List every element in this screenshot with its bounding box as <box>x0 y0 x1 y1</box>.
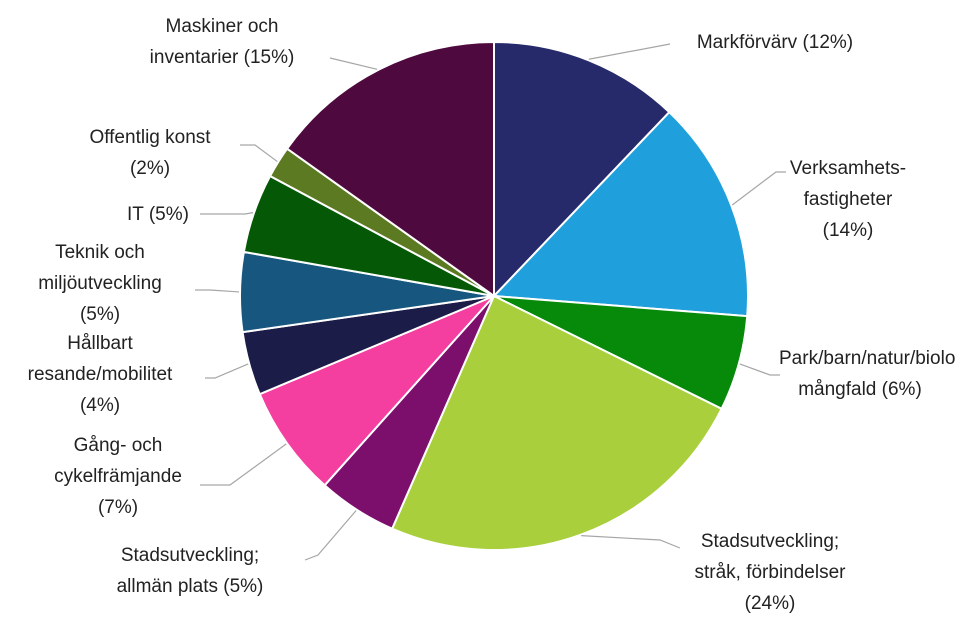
slice-label: Maskiner och inventarier (15%) <box>136 11 308 73</box>
pie-slice <box>258 295 495 487</box>
slice-label: IT (5%) <box>108 199 208 230</box>
category-label: Park/barn/natur/biologisk mångfald <box>779 348 955 400</box>
slice-label: Stadsutveckling; allmän plats (5%) <box>104 540 276 602</box>
leader-line <box>195 289 240 293</box>
slice-label: Markförvärv (12%) <box>675 27 875 58</box>
slice-label: Hållbart resande/mobilitet (4%) <box>25 328 175 421</box>
slice-label: Stadsutveckling; stråk, förbindelser (24… <box>681 526 859 619</box>
category-label: Stadsutveckling; stråk, förbindelser <box>694 531 846 583</box>
category-label: Hållbart resande/mobilitet <box>27 333 173 385</box>
pie-slice <box>493 40 671 299</box>
category-label: Stadsutveckling; allmän plats <box>116 545 260 597</box>
category-label: Gång- och cykelfrämjande <box>54 435 182 487</box>
value-label: (24%) <box>744 593 796 614</box>
leader-line <box>329 57 378 70</box>
value-label: (12%) <box>802 32 854 53</box>
value-label: (6%) <box>881 379 922 400</box>
value-label: (5%) <box>223 576 264 597</box>
leader-line <box>200 212 254 215</box>
leader-line <box>588 43 671 60</box>
value-label: (7%) <box>97 497 139 518</box>
category-label: Offentlig konst <box>89 127 211 148</box>
leader-line <box>581 535 681 549</box>
slice-label: Gång- och cykelfrämjande (7%) <box>49 430 187 523</box>
category-label: Markförvärv <box>696 32 798 53</box>
pie-slice <box>390 294 723 551</box>
value-label: (5%) <box>148 204 189 225</box>
value-label: (4%) <box>79 395 121 416</box>
slice-label: Offentlig konst (2%) <box>74 122 226 184</box>
category-label: IT <box>127 204 144 225</box>
leader-line <box>205 363 249 379</box>
category-label: Teknik och miljöutveckling <box>38 242 162 294</box>
slice-label: Park/barn/natur/biologisk mångfald (6%) <box>779 343 955 405</box>
slice-label: Teknik och miljöutveckling (5%) <box>24 237 176 330</box>
pie-slice <box>491 110 749 318</box>
value-label: (2%) <box>129 158 171 179</box>
leader-line <box>240 144 278 163</box>
category-label: Maskiner och inventarier <box>149 16 279 68</box>
value-label: (5%) <box>79 304 121 325</box>
leader-line <box>304 510 357 561</box>
leader-line <box>739 363 780 376</box>
leader-line <box>731 171 786 206</box>
value-label: (15%) <box>243 47 295 68</box>
value-label: (14%) <box>822 220 874 241</box>
category-label: Verksamhets-fastigheter <box>789 158 907 210</box>
leader-line <box>200 443 287 486</box>
slice-label: Verksamhets-fastigheter (14%) <box>782 153 914 246</box>
pie-slice <box>285 40 495 298</box>
